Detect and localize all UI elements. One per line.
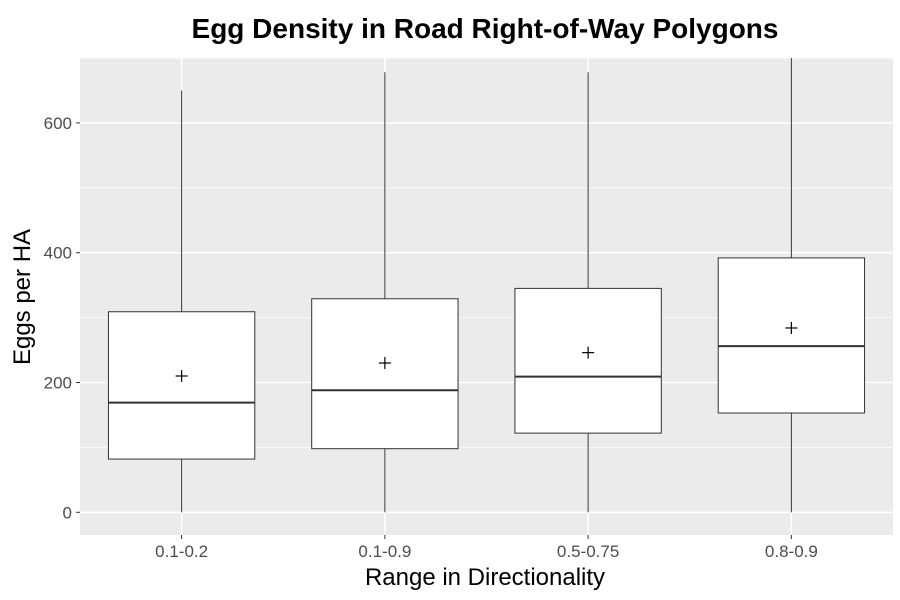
x-tick-label: 0.1-0.2 bbox=[155, 542, 208, 561]
box-0.1-0.9 bbox=[311, 72, 459, 513]
boxes bbox=[107, 58, 866, 513]
x-tick-label: 0.8-0.9 bbox=[765, 542, 818, 561]
box-0.8-0.9 bbox=[717, 58, 866, 513]
x-axis-label: Range in Directionality bbox=[365, 564, 605, 591]
box-iqr bbox=[311, 298, 459, 450]
x-tick-label: 0.1-0.9 bbox=[358, 542, 411, 561]
y-axis-label: Eggs per HA bbox=[9, 229, 36, 365]
box-0.1-0.2 bbox=[107, 90, 256, 513]
x-tick-label: 0.5-0.75 bbox=[557, 542, 619, 561]
box-iqr bbox=[514, 287, 662, 434]
y-tick-label: 400 bbox=[44, 244, 72, 263]
box-0.5-0.75 bbox=[514, 72, 662, 513]
x-axis: 0.1-0.2 0.1-0.9 0.5-0.75 0.8-0.9 bbox=[155, 535, 818, 561]
y-tick-label: 200 bbox=[44, 373, 72, 392]
chart-title: Egg Density in Road Right-of-Way Polygon… bbox=[192, 13, 779, 44]
box-iqr bbox=[717, 257, 866, 414]
y-tick-label: 600 bbox=[44, 114, 72, 133]
y-tick-label: 0 bbox=[63, 503, 72, 522]
y-axis: 0 200 400 600 bbox=[44, 114, 80, 522]
box-iqr bbox=[107, 311, 256, 460]
